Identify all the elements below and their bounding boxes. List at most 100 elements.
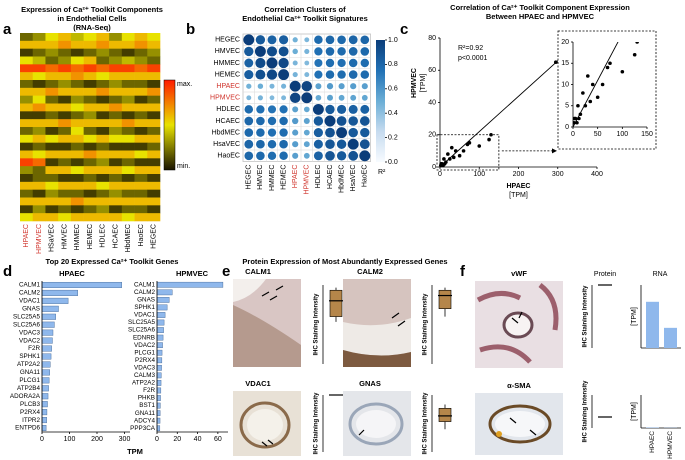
row-label: HEGEC	[215, 37, 240, 44]
category-label: GNAS	[22, 305, 40, 312]
column-label: HaoEC	[362, 165, 369, 188]
data-point	[600, 82, 605, 87]
row-label: HPAEC	[216, 83, 240, 90]
heatmap-cell	[70, 150, 84, 159]
correlation-dot	[337, 47, 346, 56]
correlation-dot	[336, 116, 347, 126]
x-tick-label: 50	[594, 131, 602, 138]
heatmap-cell	[20, 56, 34, 65]
correlation-dot	[347, 138, 359, 150]
heatmap-cell	[83, 56, 97, 65]
x-tick-label: 300	[552, 171, 564, 178]
heatmap-cell	[70, 127, 84, 136]
heatmap-cell	[109, 174, 123, 183]
heatmap-cell	[121, 87, 135, 96]
heatmap-cell	[58, 142, 72, 151]
colorbar-tick-label: 0.8	[388, 61, 398, 68]
correlation-dot	[348, 150, 359, 161]
heatmap-cell	[83, 48, 97, 57]
bar	[156, 349, 163, 356]
panel-letter: a	[3, 21, 12, 38]
column-label: HaoEC	[138, 224, 145, 247]
vessel-wall	[348, 402, 404, 446]
heatmap-cell	[121, 64, 135, 73]
heatmap-cell	[45, 119, 59, 128]
heatmap-cell	[109, 72, 123, 81]
vessel	[502, 311, 534, 339]
micrograph	[343, 391, 411, 456]
heatmap-cell	[32, 119, 46, 128]
heatmap-cell	[70, 64, 84, 73]
correlation-dot	[303, 106, 310, 113]
heatmap-cell	[32, 72, 46, 81]
heatmap-cell	[58, 166, 72, 175]
arrow-head	[552, 148, 557, 154]
heatmap-cell	[58, 64, 72, 73]
correlation-dot	[255, 57, 266, 69]
bar	[156, 357, 163, 364]
correlation-dot	[279, 139, 288, 149]
bar	[156, 395, 161, 401]
lumen	[495, 411, 545, 437]
zoom-region	[436, 134, 500, 171]
data-point	[576, 103, 580, 108]
correlation-dot	[314, 35, 323, 45]
row-label: HMVEC	[215, 48, 240, 55]
heatmap-cell	[32, 142, 46, 151]
correlation-dot	[314, 70, 323, 79]
correlation-dot	[256, 105, 265, 114]
heatmap-cell	[109, 64, 123, 73]
image-label: α-SMA	[507, 381, 531, 390]
heatmap-cell	[134, 127, 148, 136]
heatmap-cell	[70, 111, 84, 120]
correlation-dot	[325, 35, 335, 45]
heatmap-cell	[58, 95, 72, 104]
correlation-dot	[292, 141, 299, 148]
heatmap-cell	[134, 87, 148, 96]
correlation-dot	[254, 45, 266, 57]
x-tick-label: 20	[173, 436, 181, 443]
x-axis-label: [TPM]	[509, 192, 528, 199]
heatmap-cell	[32, 158, 46, 167]
heatmap-cell	[109, 111, 123, 120]
category-label: GNAS	[137, 297, 155, 304]
heatmap-cell	[32, 56, 46, 65]
column-label: HEGEC	[150, 224, 157, 249]
heatmap-cell	[109, 166, 123, 175]
heatmap-cell	[121, 40, 135, 49]
heatmap-cell	[96, 33, 110, 42]
bar	[156, 402, 161, 409]
row-label: HPMVEC	[210, 95, 240, 102]
heatmap-cell	[83, 64, 97, 73]
heatmap-cell	[32, 197, 46, 206]
correlation-dot	[325, 70, 335, 79]
bar	[41, 289, 78, 296]
category-label: CALM1	[19, 282, 40, 289]
data-point	[608, 61, 612, 66]
heatmap-cell	[58, 189, 72, 198]
heatmap-cell	[83, 150, 97, 159]
heatmap-cell	[96, 158, 110, 167]
heatmap-cell	[32, 189, 46, 198]
chart-title: Top 20 Expressed Ca²⁺ Toolkit Genes	[46, 257, 179, 266]
correlation-dot	[313, 116, 324, 126]
arrow	[511, 311, 523, 324]
x-axis-label: TPM	[127, 447, 143, 456]
x-tick-label: 100	[64, 436, 76, 443]
data-point	[635, 42, 639, 44]
heatmap-cell	[147, 213, 161, 222]
column-label: HCAEC	[327, 165, 334, 190]
row-label: HsaVEC	[213, 141, 240, 148]
heatmap-cell	[32, 48, 46, 57]
heatmap-cell	[121, 33, 135, 42]
image-label: vWF	[511, 269, 527, 278]
heatmap-cell	[96, 95, 110, 104]
heatmap-cell	[83, 111, 97, 120]
micrograph	[475, 281, 563, 368]
heatmap-cell	[45, 142, 59, 151]
heatmap-cell	[134, 72, 148, 81]
heatmap-cell	[45, 166, 59, 175]
heatmap-cell	[83, 40, 97, 49]
heatmap-cell	[134, 80, 148, 89]
correlation-dot	[266, 69, 278, 80]
